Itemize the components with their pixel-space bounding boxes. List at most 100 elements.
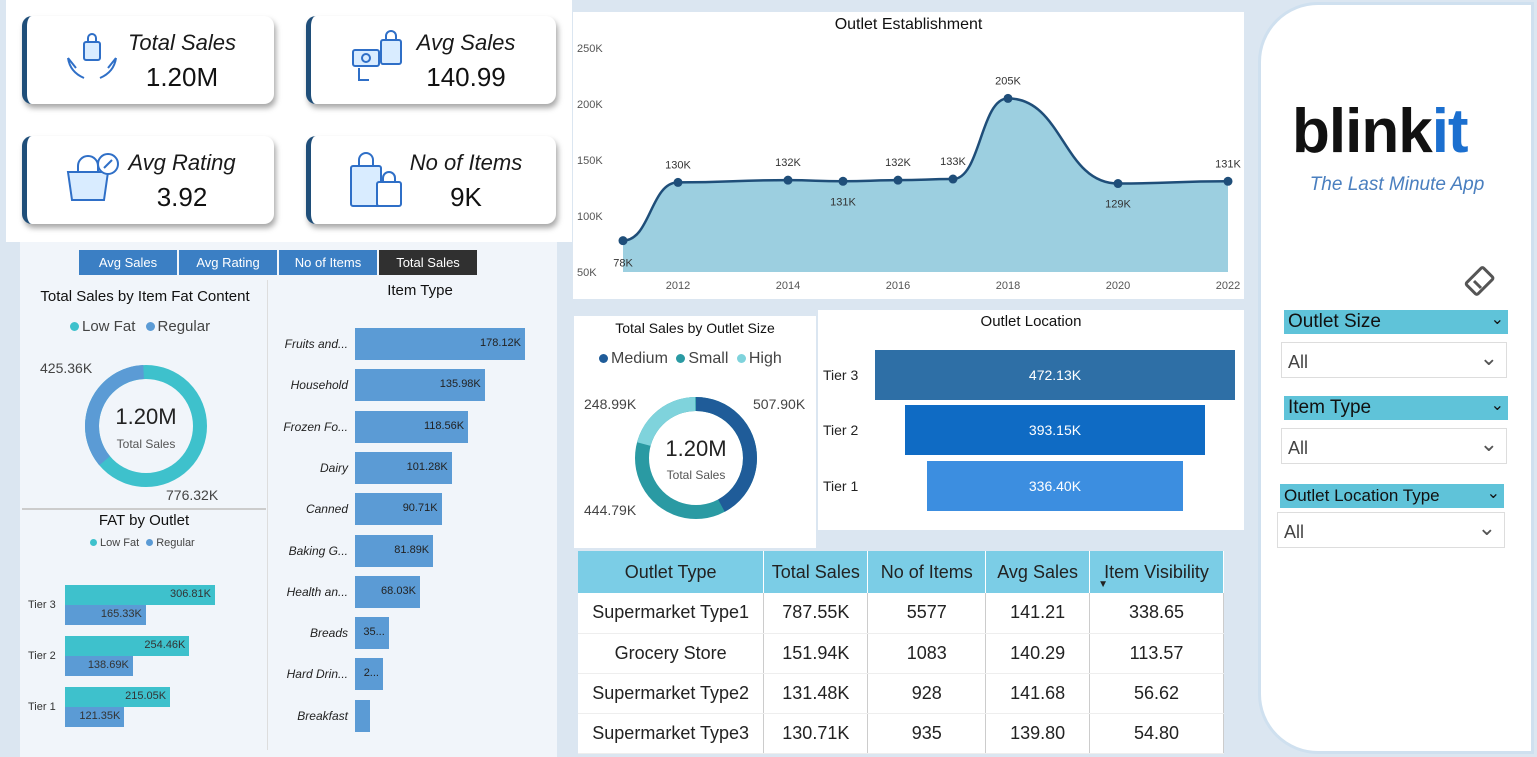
slicer-label: Outlet Location Type bbox=[1284, 486, 1440, 505]
bar-category-label: Tier 2 bbox=[28, 650, 56, 662]
kpi-label: No of Items bbox=[409, 150, 523, 175]
location-bar bbox=[926, 461, 1184, 511]
data-point bbox=[838, 176, 848, 186]
bar-value-label: 2... bbox=[363, 667, 379, 680]
cash-bag-icon bbox=[352, 30, 402, 81]
x-tick-label: 2014 bbox=[776, 280, 800, 292]
kpi-avg-sales: Avg Sales 140.99 bbox=[306, 16, 556, 104]
fat-bar-regular bbox=[65, 707, 125, 727]
y-tick-label: 250K bbox=[577, 43, 603, 55]
table-row[interactable]: Supermarket Type3 130.71K 935 139.80 54.80 bbox=[578, 713, 1224, 754]
table-cell: Supermarket Type1 bbox=[578, 593, 765, 634]
legend-dot-high bbox=[736, 354, 746, 363]
fat-bar-low-fat bbox=[65, 636, 190, 656]
column-header[interactable]: Avg Sales bbox=[985, 551, 1091, 593]
column-header-label: Item Visibility bbox=[1104, 561, 1209, 582]
bar-value-label: 165.33K bbox=[100, 608, 142, 620]
fat-bar-low-fat bbox=[65, 687, 171, 707]
chevron-down-icon: ⌄ bbox=[1490, 311, 1504, 328]
legend-regular: Regular bbox=[156, 537, 195, 549]
bar-category-label: Tier 3 bbox=[28, 599, 56, 611]
bar-value-label: 393.15K bbox=[1028, 422, 1082, 438]
fat-content-title: Total Sales by Item Fat Content bbox=[40, 288, 250, 305]
kpi-label: Avg Sales bbox=[416, 30, 516, 55]
bar-category-label: Hard Drin... bbox=[286, 667, 348, 682]
outlet-type-table: Outlet Type Total Sales No of Items Avg … bbox=[578, 551, 1224, 754]
table-cell: 113.57 bbox=[1089, 633, 1224, 674]
column-header[interactable]: Outlet Type bbox=[578, 551, 765, 593]
table-cell: 56.62 bbox=[1089, 673, 1224, 714]
donut-slice-high bbox=[635, 396, 757, 519]
table-row[interactable]: Supermarket Type2 131.48K 928 141.68 56.62 bbox=[578, 673, 1224, 714]
bar-value-label: 138.69K bbox=[87, 659, 129, 671]
tab-avg-rating[interactable]: Avg Rating bbox=[179, 250, 277, 275]
hands-bag-icon bbox=[67, 33, 117, 79]
location-bar bbox=[875, 350, 1235, 400]
slicer-dropdown-location-type[interactable]: All ⌄ bbox=[1277, 512, 1505, 548]
fat-outlet-legend: Low Fat Regular bbox=[90, 537, 195, 549]
brand-name-a: blink bbox=[1292, 97, 1433, 166]
location-category-label: Tier 1 bbox=[823, 478, 859, 494]
data-point bbox=[618, 236, 628, 246]
column-header-sorted[interactable]: Item Visibility ▼ bbox=[1089, 551, 1224, 593]
kpi-avg-rating: Avg Rating 3.92 bbox=[22, 136, 274, 224]
kpi-label: Total Sales bbox=[127, 30, 237, 55]
shopping-bags-icon bbox=[350, 152, 402, 207]
y-tick-label: 150K bbox=[577, 155, 603, 167]
bar-value-label: 254.46K bbox=[144, 639, 186, 651]
tab-total-sales[interactable]: Total Sales bbox=[379, 250, 477, 275]
slicer-dropdown-item-type[interactable]: All ⌄ bbox=[1281, 428, 1507, 464]
legend-dot-regular bbox=[146, 539, 154, 546]
data-label: 132K bbox=[775, 157, 801, 169]
donut-slice-medium bbox=[635, 397, 757, 519]
eraser-icon[interactable] bbox=[1464, 264, 1498, 298]
y-tick-label: 100K bbox=[577, 211, 603, 223]
slicer-header-location-type[interactable]: Outlet Location Type ⌄ bbox=[1280, 484, 1504, 508]
legend-dot-medium bbox=[599, 354, 608, 363]
table-row[interactable]: Supermarket Type1 787.55K 5577 141.21 338.65 bbox=[578, 593, 1224, 634]
legend-dot-low-fat bbox=[70, 322, 79, 331]
slicer-header-item-type[interactable]: Item Type ⌄ bbox=[1284, 396, 1508, 420]
slicer-dropdown-outlet-size[interactable]: All ⌄ bbox=[1281, 342, 1507, 378]
kpi-label: Avg Rating bbox=[128, 150, 236, 175]
legend-small: Small bbox=[688, 350, 729, 367]
tab-avg-sales[interactable]: Avg Sales bbox=[79, 250, 177, 275]
brand-tagline: The Last Minute App bbox=[1309, 174, 1485, 195]
bar-value-label: 35... bbox=[363, 626, 385, 639]
kpi-total-sales: Total Sales 1.20M bbox=[22, 16, 274, 104]
kpi-value: 140.99 bbox=[426, 62, 506, 92]
item-type-title: Item Type bbox=[387, 282, 453, 299]
establishment-title: Outlet Establishment bbox=[834, 16, 983, 33]
fat-bar-regular bbox=[65, 605, 146, 625]
column-header[interactable]: Total Sales bbox=[763, 551, 869, 593]
chevron-down-icon: ⌄ bbox=[1479, 431, 1498, 456]
fat-label-lowfat: 776.32K bbox=[166, 487, 219, 503]
slicer-header-outlet-size[interactable]: Outlet Size ⌄ bbox=[1284, 310, 1508, 334]
bar-category-label: Breakfast bbox=[297, 708, 348, 723]
x-tick-label: 2016 bbox=[886, 280, 910, 292]
kpi-value: 1.20M bbox=[145, 62, 219, 92]
fat-bar-regular bbox=[65, 656, 133, 676]
bar-category-label: Fruits and... bbox=[284, 337, 348, 351]
outlet-location-title: Outlet Location bbox=[980, 313, 1082, 330]
size-label-medium: 507.90K bbox=[753, 396, 806, 412]
column-header[interactable]: No of Items bbox=[867, 551, 987, 593]
x-tick-label: 2018 bbox=[996, 280, 1020, 292]
y-tick-label: 200K bbox=[577, 99, 603, 111]
bar-category-label: Breads bbox=[309, 626, 348, 641]
tab-no-items[interactable]: No of Items bbox=[279, 250, 377, 275]
fat-center-label: Total Sales bbox=[116, 437, 176, 451]
bar-value-label: 135.98K bbox=[439, 378, 481, 391]
fat-content-donut bbox=[85, 365, 207, 487]
bar-category-label: Health an... bbox=[286, 584, 348, 599]
area-fill bbox=[623, 98, 1228, 272]
brand-logo: blinkit bbox=[1292, 96, 1469, 167]
table-row[interactable]: Grocery Store 151.94K 1083 140.29 113.57 bbox=[578, 633, 1224, 674]
table-cell: 935 bbox=[867, 713, 987, 754]
table-cell: 928 bbox=[867, 673, 987, 714]
x-tick-label: 2012 bbox=[666, 280, 690, 292]
item-type-bar bbox=[355, 534, 434, 567]
outlet-size-legend: Medium Small High bbox=[599, 350, 782, 368]
sort-desc-icon: ▼ bbox=[1098, 579, 1108, 590]
size-center-label: Total Sales bbox=[666, 468, 726, 482]
